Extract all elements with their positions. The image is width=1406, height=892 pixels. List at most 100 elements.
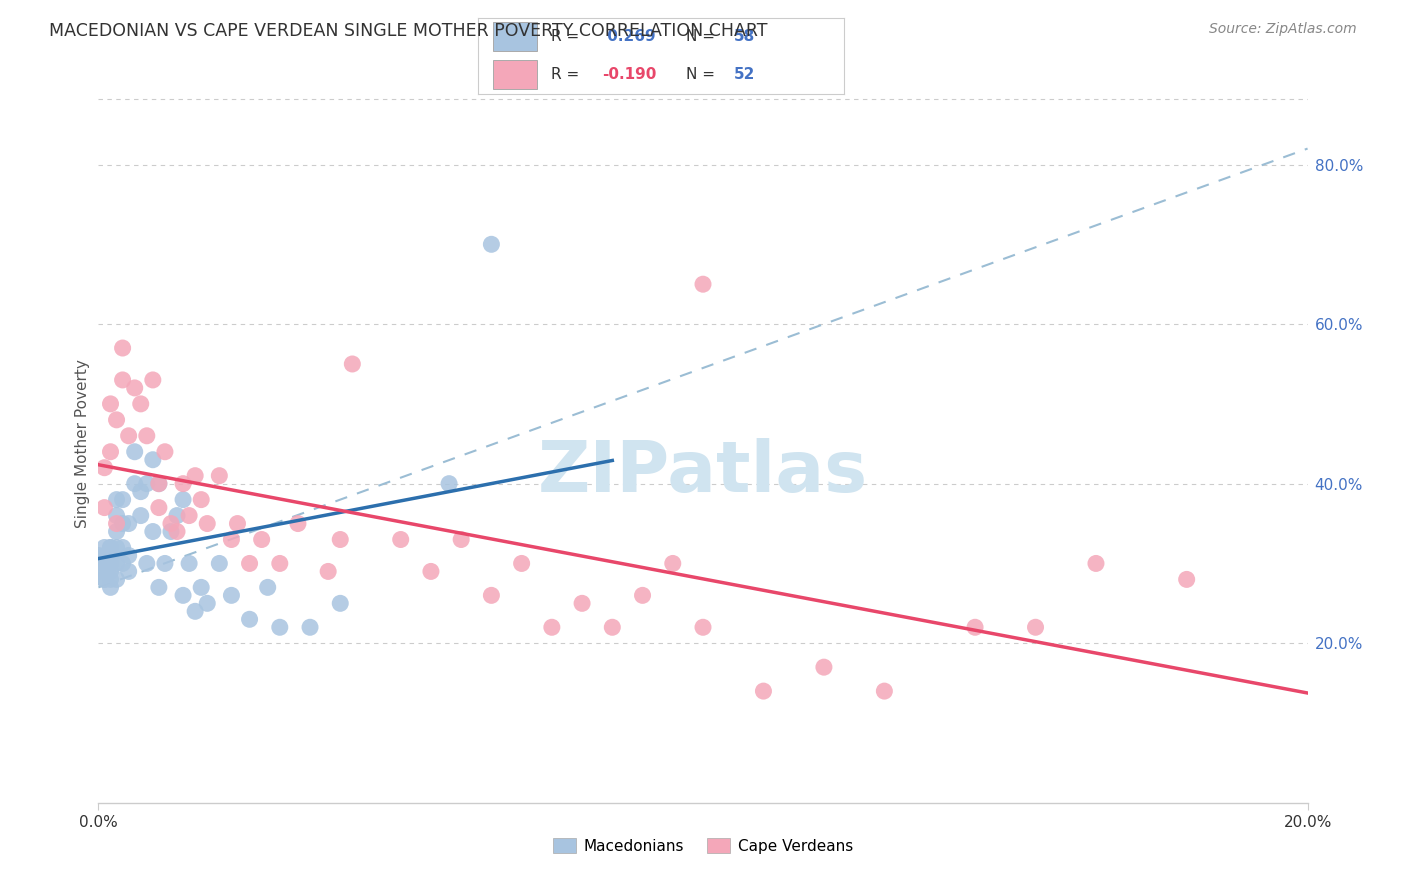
Text: ZIPatlas: ZIPatlas [538,438,868,507]
Point [142,373,165,387]
Point [93,557,115,571]
Point [148,500,170,515]
Point [1085,557,1108,571]
Point [111,492,134,507]
Point [190,581,212,595]
Point [184,604,207,618]
Point [540,620,562,634]
Point [221,533,243,547]
Point [342,357,364,371]
Point [135,557,157,571]
Text: Source: ZipAtlas.com: Source: ZipAtlas.com [1209,22,1357,37]
Point [316,565,339,579]
Point [172,476,194,491]
Point [184,468,207,483]
Point [420,565,443,579]
Point [142,524,165,539]
Point [481,588,503,602]
Point [100,565,122,579]
Point [105,508,128,523]
Point [602,620,624,634]
Point [105,541,128,555]
Point [195,516,218,531]
Point [100,557,122,571]
Text: N =: N = [686,29,720,45]
Point [100,541,122,555]
Point [100,549,122,563]
Point [172,492,194,507]
Point [93,565,115,579]
Point [269,557,291,571]
Point [172,588,194,602]
Point [148,581,170,595]
Point [1175,573,1198,587]
Point [208,468,231,483]
Point [87,549,110,563]
Point [692,620,714,634]
Point [93,549,115,563]
Point [179,557,201,571]
Point [813,660,835,674]
Point [129,484,152,499]
Point [437,476,460,491]
Point [124,381,146,395]
Text: -0.190: -0.190 [602,67,657,82]
Point [1024,620,1046,634]
Point [160,524,183,539]
Point [389,533,412,547]
Point [100,557,122,571]
Point [100,397,122,411]
FancyBboxPatch shape [492,22,537,51]
Point [100,541,122,555]
Point [142,452,165,467]
Point [111,516,134,531]
Point [226,516,249,531]
Point [111,557,134,571]
Text: R =: R = [551,67,585,82]
Point [153,557,176,571]
Point [148,476,170,491]
Point [239,612,262,626]
Point [111,373,134,387]
Point [129,508,152,523]
Point [118,565,141,579]
Point [87,565,110,579]
Text: 52: 52 [734,67,755,82]
Point [965,620,987,634]
Point [105,516,128,531]
Point [93,541,115,555]
Point [93,460,115,475]
Point [299,620,322,634]
Point [105,557,128,571]
Point [287,516,309,531]
Point [481,237,503,252]
FancyBboxPatch shape [492,61,537,89]
Point [752,684,775,698]
Point [873,684,896,698]
Point [129,397,152,411]
Point [190,492,212,507]
Point [256,581,278,595]
Point [100,444,122,458]
Point [631,588,654,602]
Point [208,557,231,571]
Legend: Macedonians, Cape Verdeans: Macedonians, Cape Verdeans [547,831,859,860]
Point [118,516,141,531]
Point [135,429,157,443]
Point [250,533,273,547]
Y-axis label: Single Mother Poverty: Single Mother Poverty [75,359,90,528]
Point [239,557,262,571]
Point [329,596,352,610]
Text: 58: 58 [734,29,755,45]
Point [93,557,115,571]
Text: R =: R = [551,29,585,45]
Point [105,524,128,539]
Point [269,620,291,634]
Text: N =: N = [686,67,720,82]
Point [329,533,352,547]
Point [195,596,218,610]
Point [93,500,115,515]
Point [135,476,157,491]
Point [93,573,115,587]
Point [111,341,134,355]
